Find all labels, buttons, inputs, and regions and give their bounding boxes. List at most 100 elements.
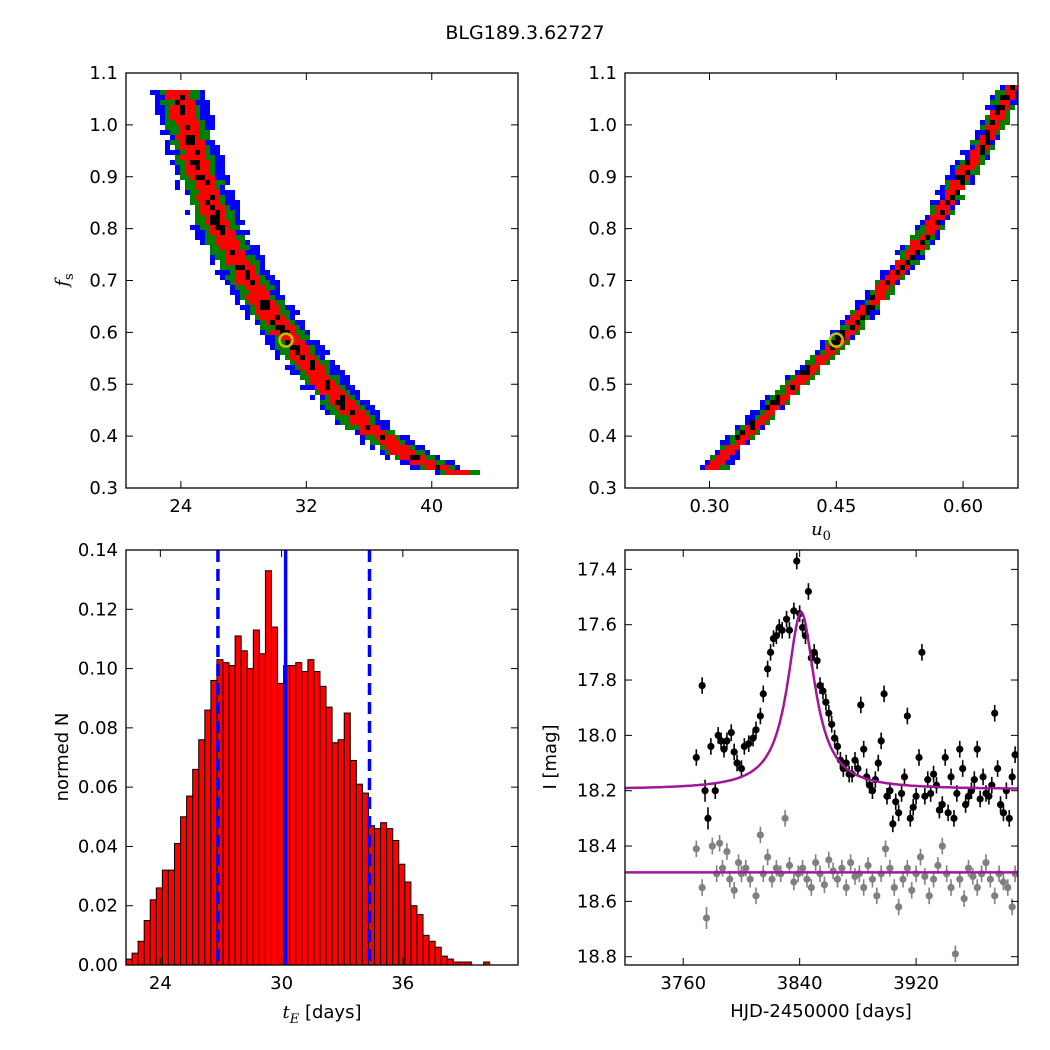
heatmap-cell-black (260, 300, 265, 305)
heatmap-cell-red (280, 320, 285, 325)
heatmap-cell-blue (225, 280, 230, 285)
heatmap-cell-red (755, 425, 760, 430)
heatmap-cell-blue (890, 265, 895, 270)
heatmap-cell-black (215, 210, 220, 215)
data-point (718, 864, 727, 872)
heatmap-cell-red (880, 280, 885, 285)
heatmap-cell-red (870, 300, 875, 305)
heatmap-cell-green (815, 370, 820, 375)
heatmap-cell-blue (255, 245, 260, 250)
heatmap-cell-blue (290, 305, 295, 310)
heatmap-cell-red (385, 445, 390, 450)
histogram-bar (234, 635, 242, 966)
heatmap-cell-blue (225, 175, 230, 180)
heatmap-fs-vs-tE: 24 32 40 0.3 0.4 0.5 0.6 0.7 0.8 0.9 1.0 1.1 fs (52, 63, 519, 517)
heatmap-cell-red (900, 270, 905, 275)
heatmap-cell-green (790, 375, 795, 380)
heatmap-cell-black (740, 430, 745, 435)
heatmap-cell-blue (205, 100, 210, 105)
heatmap-cell-blue (315, 350, 320, 355)
heatmap-cell-red (1015, 85, 1018, 90)
heatmap-cell-green (720, 465, 725, 470)
heatmap-cell-red (710, 465, 715, 470)
data-point (991, 709, 999, 717)
heatmap-cell-green (920, 230, 925, 235)
heatmap-cell-red (815, 360, 820, 365)
heatmap-cell-red (205, 165, 210, 170)
heatmap-cell-blue (940, 190, 945, 195)
heatmap-cell-red (185, 115, 190, 120)
heatmap-cell-red (285, 325, 290, 330)
heatmap-cell-green (1020, 85, 1025, 90)
x-tick-label: 0.60 (943, 496, 983, 517)
heatmap-cell-green (1000, 90, 1005, 95)
heatmap-cell-red (335, 405, 340, 410)
heatmap-cell-red (250, 265, 255, 270)
heatmap-cell-red (1000, 110, 1005, 115)
heatmap-cell-green (900, 275, 905, 280)
heatmap-cell-red (165, 90, 170, 95)
heatmap-cell-green (980, 155, 985, 160)
heatmap-cell-red (250, 270, 255, 275)
x-tick-label: 24 (169, 496, 192, 517)
heatmap-cell-green (230, 210, 235, 215)
heatmap-cell-red (725, 445, 730, 450)
heatmap-cell-blue (235, 230, 240, 235)
heatmap-cell-blue (270, 340, 275, 345)
data-point (838, 864, 846, 872)
heatmap-cell-green (835, 350, 840, 355)
heatmap-cell-blue (330, 365, 335, 370)
heatmap-cell-blue (380, 425, 385, 430)
heatmap-cell-blue (220, 185, 225, 190)
heatmap-cell-black (870, 305, 875, 310)
heatmap-cell-blue (235, 300, 240, 305)
heatmap-cell-red (245, 280, 250, 285)
heatmap-cell-red (210, 175, 215, 180)
heatmap-cell-red (185, 145, 190, 150)
histogram-bar (392, 840, 400, 966)
heatmap-cell-blue (345, 375, 350, 380)
heatmap-cell-green (1010, 105, 1015, 110)
heatmap-cell-green (975, 165, 980, 170)
data-point (899, 875, 907, 883)
heatmap-cell-blue (305, 330, 310, 335)
heatmap-cell-red (225, 230, 230, 235)
y-tick-label: 1.1 (588, 63, 617, 84)
heatmap-cell-red (895, 260, 900, 265)
heatmap-cell-blue (345, 380, 350, 385)
heatmap-cell-red (245, 260, 250, 265)
heatmap-cell-red (310, 355, 315, 360)
data-point (927, 789, 935, 798)
heatmap-cell-black (750, 420, 755, 425)
heatmap-cell-green (200, 215, 205, 220)
heatmap-cell-black (300, 355, 305, 360)
heatmap-cell-red (370, 425, 375, 430)
heatmap-cell-green (315, 390, 320, 395)
heatmap-cell-blue (730, 460, 735, 465)
heatmap-cell-blue (955, 200, 960, 205)
heatmap-cell-blue (240, 220, 245, 225)
y-tick-label: 0.9 (89, 167, 118, 188)
heatmap-cell-green (255, 315, 260, 320)
heatmap-cell-blue (975, 135, 980, 140)
heatmap-cell-red (955, 180, 960, 185)
data-point (746, 875, 754, 883)
heatmap-cell-green (920, 225, 925, 230)
heatmap-cell-blue (220, 270, 225, 275)
heatmap-cell-green (425, 455, 430, 460)
data-point (737, 764, 746, 773)
heatmap-cell-green (810, 360, 815, 365)
heatmap-cell-red (995, 120, 1000, 125)
heatmap-cell-green (260, 280, 265, 285)
heatmap-cell-red (850, 315, 855, 320)
heatmap-cell-red (975, 145, 980, 150)
heatmap-cell-red (310, 380, 315, 385)
heatmap-cell-green (200, 220, 205, 225)
heatmap-cell-green (275, 300, 280, 305)
histogram-bar (198, 739, 206, 966)
x-tick-label: 40 (420, 496, 443, 517)
heatmap-cell-red (420, 455, 425, 460)
y-tick-label: 0.8 (588, 219, 617, 240)
x-tick-label: 0.30 (689, 496, 729, 517)
heatmap-cell-red (185, 95, 190, 100)
